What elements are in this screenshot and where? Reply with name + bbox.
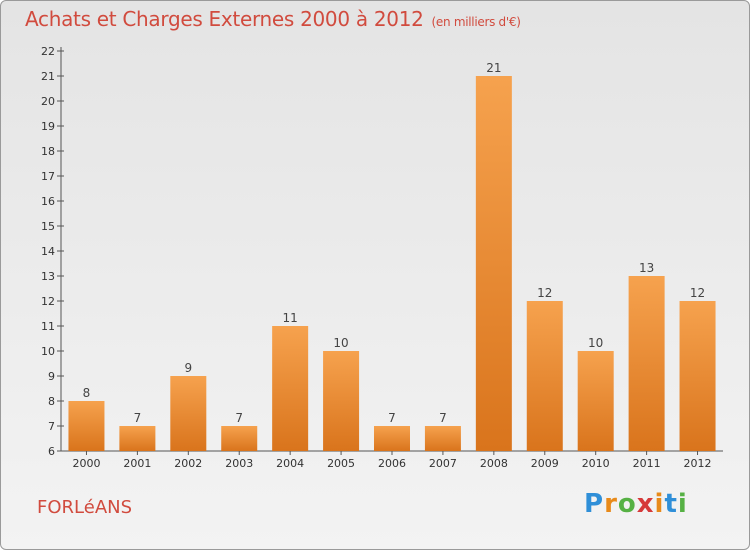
chart-title: Achats et Charges Externes 2000 à 2012 (e… bbox=[25, 7, 521, 31]
y-tick-label: 18 bbox=[41, 145, 55, 158]
y-tick-label: 17 bbox=[41, 170, 55, 183]
bar bbox=[170, 376, 207, 451]
x-tick-label: 2002 bbox=[174, 457, 202, 470]
x-tick-label: 2004 bbox=[276, 457, 304, 470]
y-tick-label: 13 bbox=[41, 270, 55, 283]
brand-letter: i bbox=[677, 489, 688, 519]
y-tick-label: 22 bbox=[41, 45, 55, 58]
data-label: 10 bbox=[588, 336, 603, 350]
y-tick-label: 11 bbox=[41, 320, 55, 333]
data-label: 11 bbox=[283, 311, 298, 325]
brand-letter: P bbox=[584, 489, 605, 519]
x-tick-label: 2001 bbox=[123, 457, 151, 470]
city-label: FORLéANS bbox=[37, 497, 133, 518]
bar bbox=[323, 351, 360, 451]
y-tick-label: 20 bbox=[41, 95, 55, 108]
bar bbox=[272, 326, 309, 451]
bar bbox=[577, 351, 614, 451]
data-label: 8 bbox=[83, 386, 91, 400]
bar bbox=[475, 76, 512, 451]
data-label: 12 bbox=[690, 286, 705, 300]
bar bbox=[68, 401, 105, 451]
data-label: 7 bbox=[439, 411, 447, 425]
bar bbox=[679, 301, 716, 451]
bar bbox=[424, 426, 461, 451]
brand-letter: t bbox=[664, 489, 678, 519]
chart-title-text: Achats et Charges Externes 2000 à 2012 bbox=[25, 7, 424, 31]
x-tick-label: 2000 bbox=[72, 457, 100, 470]
data-label: 10 bbox=[333, 336, 348, 350]
y-tick-label: 21 bbox=[41, 70, 55, 83]
y-tick-label: 15 bbox=[41, 220, 55, 233]
data-label: 7 bbox=[388, 411, 396, 425]
y-tick-label: 16 bbox=[41, 195, 55, 208]
x-tick-label: 2009 bbox=[531, 457, 559, 470]
y-tick-label: 12 bbox=[41, 295, 55, 308]
bar bbox=[526, 301, 563, 451]
brand-logo: Proxiti bbox=[584, 489, 688, 519]
y-tick-label: 10 bbox=[41, 345, 55, 358]
y-tick-label: 9 bbox=[48, 370, 55, 383]
data-label: 12 bbox=[537, 286, 552, 300]
data-label: 7 bbox=[235, 411, 243, 425]
x-tick-label: 2010 bbox=[582, 457, 610, 470]
x-tick-label: 2003 bbox=[225, 457, 253, 470]
x-tick-label: 2006 bbox=[378, 457, 406, 470]
x-tick-label: 2005 bbox=[327, 457, 355, 470]
brand-letter: x bbox=[636, 489, 655, 519]
y-tick-label: 14 bbox=[41, 245, 55, 258]
bar bbox=[119, 426, 156, 451]
data-label: 21 bbox=[486, 61, 501, 75]
y-tick-label: 8 bbox=[48, 395, 55, 408]
brand-letter: i bbox=[654, 489, 665, 519]
brand-letter: r bbox=[604, 489, 618, 519]
data-label: 9 bbox=[184, 361, 192, 375]
data-label: 7 bbox=[134, 411, 142, 425]
y-tick-label: 19 bbox=[41, 120, 55, 133]
bar bbox=[628, 276, 665, 451]
y-tick-label: 6 bbox=[48, 445, 55, 458]
bar bbox=[374, 426, 410, 451]
x-tick-label: 2008 bbox=[480, 457, 508, 470]
data-label: 13 bbox=[639, 261, 654, 275]
x-tick-label: 2012 bbox=[684, 457, 712, 470]
y-tick-label: 7 bbox=[48, 420, 55, 433]
x-tick-label: 2007 bbox=[429, 457, 457, 470]
brand-letter: o bbox=[617, 489, 637, 519]
x-tick-label: 2011 bbox=[633, 457, 661, 470]
bar bbox=[221, 426, 258, 451]
chart-subtitle: (en milliers d'€) bbox=[431, 15, 521, 29]
